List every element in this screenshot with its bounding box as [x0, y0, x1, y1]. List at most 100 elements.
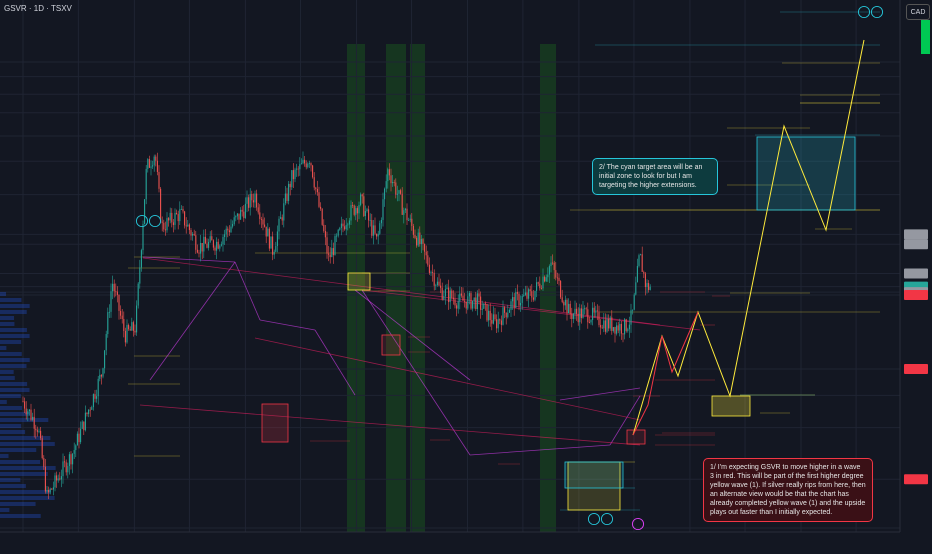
candle-body — [571, 313, 573, 319]
candle-body — [168, 218, 170, 221]
candle-body — [81, 421, 83, 429]
candle-body — [603, 320, 605, 329]
candle-body — [316, 188, 318, 193]
pattern-line — [139, 404, 641, 446]
candle-body — [110, 291, 112, 312]
candle-body — [579, 308, 581, 323]
candle-body — [347, 224, 349, 226]
candle-body — [137, 283, 139, 306]
candle-body — [444, 288, 446, 297]
candle-body — [352, 205, 354, 206]
candle-body — [544, 276, 546, 282]
candle-body — [64, 461, 66, 463]
candle-body — [590, 319, 592, 323]
candle-body — [232, 224, 234, 227]
candle-body — [435, 285, 437, 286]
candle-body — [465, 301, 467, 309]
candle-body — [302, 159, 304, 164]
candle-body — [500, 320, 502, 325]
candle-body — [489, 310, 491, 321]
candle-body — [339, 228, 341, 230]
candle-body — [177, 214, 179, 222]
candle-body — [536, 282, 538, 291]
candle-body — [427, 255, 429, 265]
candle-body — [281, 217, 283, 221]
candle-body — [353, 205, 355, 215]
candle-body — [147, 159, 149, 169]
candle-body — [499, 319, 501, 321]
candle-body — [86, 412, 88, 415]
candle-body — [206, 243, 208, 248]
candle-body — [513, 297, 515, 308]
candle-body — [505, 312, 507, 318]
candle-body — [464, 300, 466, 302]
candle-body — [376, 233, 378, 237]
candle-body — [611, 317, 613, 331]
candle-body — [252, 200, 254, 203]
cyan-note: 2/ The cyan target area will be an initi… — [592, 158, 718, 195]
candle-body — [600, 325, 602, 328]
candle-body — [470, 293, 472, 309]
candle-body — [156, 160, 158, 172]
candle-body — [379, 223, 381, 234]
volume-profile-bar — [0, 334, 30, 338]
candle-body — [324, 231, 326, 238]
candle-body — [305, 163, 307, 168]
candle-body — [44, 466, 46, 492]
candle-body — [56, 475, 58, 481]
candle-body — [632, 309, 634, 311]
candle-body — [105, 334, 107, 351]
candle-body — [84, 412, 86, 431]
candle-body — [22, 401, 24, 403]
chart-title: GSVR · 1D · TSXV — [4, 4, 72, 13]
candle-body — [356, 208, 358, 214]
candle-body — [630, 310, 632, 325]
candle-body — [496, 319, 498, 329]
candle-body — [428, 264, 430, 273]
candle-body — [150, 166, 152, 168]
candle-body — [115, 291, 117, 293]
candle-body — [361, 194, 363, 197]
candle-body — [409, 218, 411, 221]
candle-body — [112, 283, 114, 292]
candle-body — [363, 196, 365, 217]
candle-body — [132, 322, 134, 331]
volume-profile-bar — [0, 424, 22, 428]
candle-body — [368, 209, 370, 221]
volume-profile-bar — [0, 298, 22, 302]
candle-body — [388, 169, 390, 176]
volume-profile-bar — [0, 496, 55, 500]
candle-body — [566, 299, 568, 314]
candle-body — [443, 296, 445, 300]
target-box — [564, 461, 624, 489]
candle-body — [51, 488, 53, 490]
currency-button[interactable]: CAD — [906, 4, 930, 20]
candle-body — [273, 251, 275, 255]
candle-body — [624, 319, 626, 335]
candle-body — [556, 277, 558, 279]
candle-body — [92, 394, 94, 408]
pattern-line — [361, 289, 701, 331]
candle-body — [345, 224, 347, 230]
candle-body — [99, 374, 101, 379]
candle-body — [595, 310, 597, 313]
candle-body — [190, 230, 192, 236]
candle-body — [201, 242, 203, 252]
candle-body — [300, 163, 302, 165]
candle-body — [118, 294, 120, 311]
candle-body — [192, 233, 194, 236]
candle-body — [585, 308, 587, 310]
candle-body — [636, 265, 638, 283]
candle-body — [436, 281, 438, 286]
candle-body — [182, 208, 184, 212]
candle-body — [553, 262, 555, 271]
volume-profile-bar — [0, 394, 21, 398]
candle-body — [644, 273, 646, 287]
candle-body — [448, 287, 450, 303]
candle-body — [108, 311, 110, 313]
candle-body — [337, 229, 339, 236]
candle-body — [601, 327, 603, 329]
candle-body — [331, 248, 333, 258]
candle-body — [169, 212, 171, 221]
